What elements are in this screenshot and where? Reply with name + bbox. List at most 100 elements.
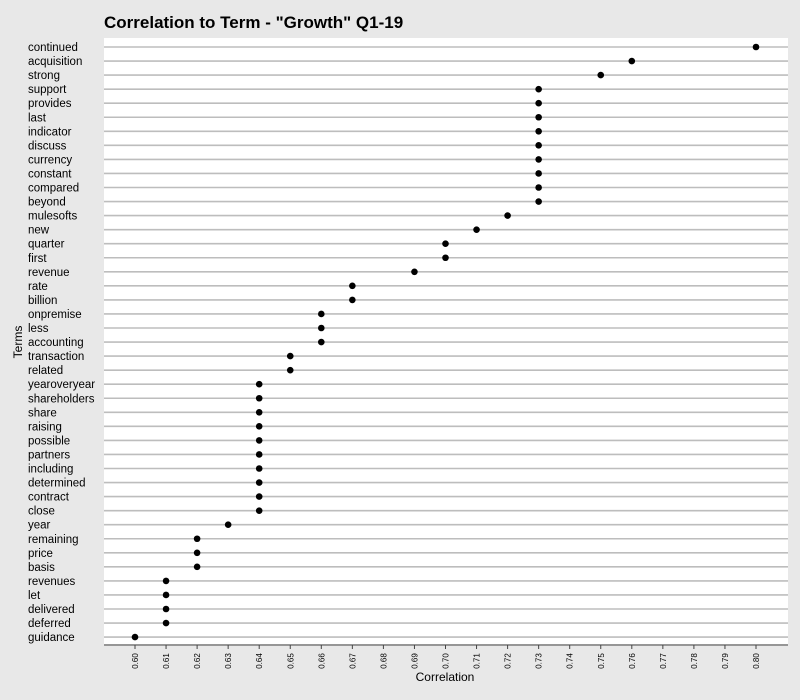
data-point	[255, 394, 263, 402]
data-point	[162, 577, 170, 585]
y-tick-label: guidance	[28, 632, 75, 644]
y-tick-label: onpremise	[28, 309, 82, 321]
y-tick-label: deferred	[28, 618, 71, 630]
data-point	[255, 493, 263, 500]
y-tick-label: partners	[28, 449, 70, 461]
y-tick-label: billion	[28, 295, 57, 307]
y-tick-label: remaining	[28, 534, 79, 546]
y-axis-label: Terms	[11, 326, 25, 359]
data-point	[286, 352, 294, 360]
x-tick-label: 0.62	[193, 653, 202, 669]
data-point	[318, 324, 325, 332]
x-tick-label: 0.60	[131, 653, 140, 669]
data-points	[131, 43, 760, 641]
y-tick-label: currency	[28, 154, 72, 166]
data-point	[162, 605, 170, 613]
data-point	[162, 591, 170, 599]
y-tick-label: including	[28, 464, 73, 476]
x-tick-label: 0.72	[504, 653, 513, 669]
data-point	[255, 409, 263, 416]
x-tick-label: 0.73	[535, 653, 544, 669]
y-tick-label: beyond	[28, 197, 66, 209]
x-tick-label: 0.65	[286, 653, 295, 669]
y-tick-label: related	[28, 365, 63, 377]
y-tick-label: compared	[28, 183, 79, 195]
data-point	[535, 85, 542, 93]
x-tick-label: 0.74	[566, 653, 575, 669]
x-tick-label: 0.63	[224, 653, 233, 669]
data-point	[255, 423, 263, 430]
y-tick-label: continued	[28, 42, 78, 54]
data-point	[255, 451, 263, 458]
y-tick-label: transaction	[28, 351, 84, 363]
x-tick-label: 0.67	[348, 653, 357, 669]
y-tick-label: first	[28, 253, 47, 265]
y-tick-label: share	[28, 407, 57, 419]
y-tick-label: year	[28, 520, 51, 532]
y-tick-label: revenue	[28, 267, 70, 279]
x-tick-label: 0.66	[317, 653, 326, 669]
data-point	[442, 254, 449, 262]
y-tick-label: raising	[28, 421, 62, 433]
x-tick-label: 0.64	[255, 653, 264, 669]
data-point	[224, 521, 232, 528]
x-tick-label: 0.70	[442, 653, 451, 669]
data-point	[255, 380, 263, 388]
data-point	[286, 366, 294, 374]
y-tick-label: last	[28, 112, 47, 124]
x-tick-label: 0.61	[162, 653, 171, 669]
x-axis-label: Correlation	[416, 670, 475, 684]
data-point	[597, 71, 605, 79]
data-point	[255, 479, 263, 486]
data-point	[442, 240, 449, 247]
data-point	[535, 170, 542, 177]
y-tick-label: strong	[28, 70, 60, 82]
x-tick-label: 0.75	[597, 653, 606, 669]
data-point	[535, 156, 542, 163]
y-tick-label: provides	[28, 98, 72, 110]
data-point	[255, 465, 263, 472]
y-tick-label: discuss	[28, 140, 67, 152]
y-tick-label: close	[28, 506, 55, 518]
data-point	[193, 535, 201, 543]
y-tick-label: determined	[28, 478, 86, 490]
data-point	[411, 268, 418, 276]
y-tick-label: mulesofts	[28, 211, 77, 223]
plot-background	[104, 38, 788, 644]
x-tick-label: 0.77	[659, 653, 668, 669]
chart-title: Correlation to Term - "Growth" Q1-19	[104, 13, 403, 32]
data-point	[131, 633, 139, 641]
data-point	[193, 549, 201, 557]
y-tick-label: less	[28, 323, 49, 335]
y-tick-label: possible	[28, 435, 70, 447]
data-point	[752, 43, 760, 51]
y-tick-label: constant	[28, 168, 72, 180]
data-point	[349, 296, 356, 304]
x-tick-label: 0.69	[410, 653, 419, 669]
data-point	[535, 128, 542, 135]
data-point	[349, 282, 356, 290]
x-tick-label: 0.79	[721, 653, 730, 669]
y-tick-label: delivered	[28, 604, 75, 616]
data-point	[193, 563, 201, 571]
y-tick-label: support	[28, 84, 67, 96]
y-tick-label: indicator	[28, 126, 72, 138]
data-point	[535, 113, 542, 121]
data-point	[255, 437, 263, 444]
y-tick-label: price	[28, 548, 53, 560]
data-point	[504, 212, 511, 219]
y-tick-label: yearoveryear	[28, 379, 95, 391]
x-tick-label: 0.71	[473, 653, 482, 669]
y-tick-label: accounting	[28, 337, 84, 349]
data-point	[628, 57, 636, 65]
x-tick-label: 0.80	[752, 653, 761, 669]
y-tick-labels: continued acquisition strong support provide…	[28, 42, 95, 644]
x-ticks: 0.60 0.61 0.62 0.63 0.64 0.65 0.66 0.67 0.68 0.69…	[131, 645, 761, 669]
y-tick-label: shareholders	[28, 393, 95, 405]
y-tick-label: new	[28, 225, 50, 237]
x-tick-label: 0.78	[690, 653, 699, 669]
y-tick-label: basis	[28, 562, 55, 574]
y-tick-label: let	[28, 590, 41, 602]
